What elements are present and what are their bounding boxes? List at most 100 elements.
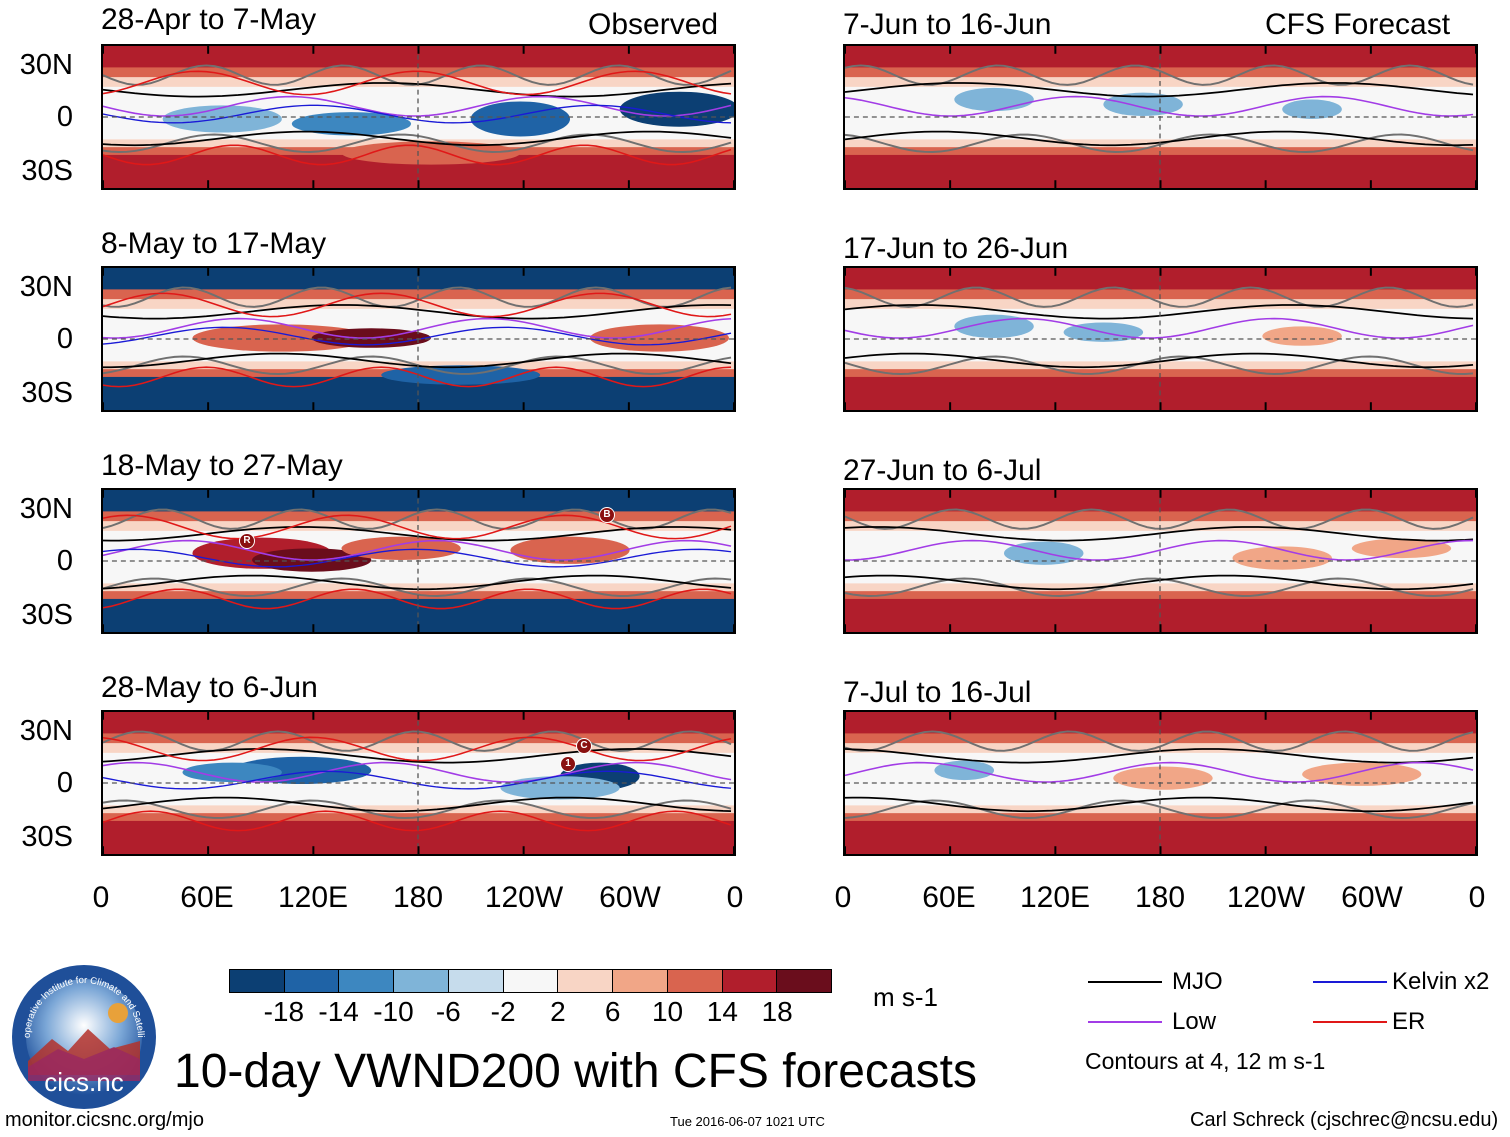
colorbar-tick-label: 18 bbox=[761, 996, 793, 1027]
coastline bbox=[103, 286, 732, 308]
colorbar-tick-label: -10 bbox=[373, 996, 414, 1027]
colorbar-tick-label: 10 bbox=[651, 996, 684, 1027]
coastline bbox=[103, 577, 732, 597]
mjo-contour bbox=[103, 748, 732, 764]
legend-contour-note: Contours at 4, 12 m s-1 bbox=[1085, 1048, 1326, 1074]
logo-text: cics.nc bbox=[44, 1067, 123, 1097]
er-contour bbox=[103, 144, 732, 166]
map-panel-observed-1 bbox=[101, 44, 736, 190]
footer-url[interactable]: monitor.cicsnc.org/mjo bbox=[5, 1109, 204, 1131]
panel-title-obs-2: 8-May to 17-May bbox=[101, 227, 327, 260]
mjo-contour bbox=[103, 574, 732, 591]
er-contour bbox=[103, 514, 732, 540]
mjo-contour bbox=[103, 130, 732, 147]
panel-title-obs-4: 28-May to 6-Jun bbox=[101, 671, 318, 704]
map-field bbox=[845, 490, 1476, 632]
lat-label-eq: 0 bbox=[56, 767, 73, 799]
mjo-contour bbox=[103, 82, 732, 98]
legend-er-label: ER bbox=[1392, 1008, 1426, 1035]
main-title: 10-day VWND200 with CFS forecasts bbox=[174, 1045, 977, 1098]
panel-title-fcst-1: 7-Jun to 16-Jun bbox=[843, 8, 1052, 41]
event-marker: B bbox=[599, 507, 615, 523]
lat-label-30s: 30S bbox=[21, 599, 73, 631]
legend-low-line bbox=[1088, 1021, 1162, 1023]
colorbar-swatch bbox=[393, 970, 448, 992]
event-marker: 1 bbox=[560, 756, 576, 772]
cicsnc-logo: cics.nc Cooperative Institute for Climat… bbox=[7, 955, 158, 1111]
lon-label-120e: 120E bbox=[1019, 881, 1091, 914]
coastline bbox=[103, 133, 732, 153]
mjo-contour bbox=[845, 130, 1474, 147]
mjo-contour bbox=[845, 796, 1474, 813]
colorbar-tick-label: 6 bbox=[604, 996, 621, 1027]
event-marker: R bbox=[239, 533, 255, 549]
lon-label-0: 0 bbox=[834, 881, 852, 914]
lon-label-60e: 60E bbox=[180, 881, 234, 914]
er-contour bbox=[103, 366, 732, 388]
legend-er-line bbox=[1313, 1021, 1387, 1023]
lat-label-30s: 30S bbox=[21, 377, 73, 409]
colorbar-tick-label: -14 bbox=[318, 996, 359, 1027]
er-contour bbox=[103, 810, 732, 832]
colorbar-tick-label: 2 bbox=[550, 996, 566, 1027]
lat-label-30n: 30N bbox=[19, 715, 73, 747]
coastline bbox=[845, 508, 1474, 530]
map-field bbox=[103, 712, 734, 854]
coastline bbox=[845, 64, 1474, 86]
mjo-contour bbox=[103, 352, 732, 369]
coastline bbox=[103, 799, 732, 819]
lon-label-120w: 120W bbox=[1226, 881, 1306, 914]
low-contour bbox=[845, 317, 1474, 339]
mjo-contour bbox=[845, 352, 1474, 369]
lon-label-120w: 120W bbox=[484, 881, 564, 914]
map-field bbox=[845, 712, 1476, 854]
legend-kelvin-line bbox=[1313, 981, 1387, 983]
legend-mjo-label: MJO bbox=[1172, 968, 1223, 995]
coastline bbox=[845, 799, 1474, 819]
legend-kelvin-label: Kelvin x2 bbox=[1392, 968, 1490, 995]
mjo-contour bbox=[845, 574, 1474, 591]
lon-label-60w: 60W bbox=[599, 881, 661, 914]
lon-label-0: 0 bbox=[92, 881, 110, 914]
map-panel-forecast-1 bbox=[843, 44, 1478, 190]
lat-label-30n: 30N bbox=[19, 271, 73, 303]
coastline bbox=[103, 508, 732, 530]
lat-label-30n: 30N bbox=[19, 49, 73, 81]
lon-label-180: 180 bbox=[392, 881, 444, 914]
lon-label-60w: 60W bbox=[1341, 881, 1403, 914]
coastline bbox=[845, 286, 1474, 308]
observed-column-header: Observed bbox=[588, 8, 719, 41]
colorbar-unit: m s-1 bbox=[873, 982, 938, 1012]
er-contour bbox=[103, 736, 732, 762]
forecast-column-header: CFS Forecast bbox=[1265, 8, 1451, 41]
low-contour bbox=[845, 95, 1474, 117]
er-contour bbox=[103, 292, 732, 318]
footer-timestamp: Tue 2016-06-07 1021 UTC bbox=[670, 1114, 825, 1129]
coastline bbox=[845, 730, 1474, 752]
lon-label-360: 0 bbox=[1468, 881, 1486, 914]
map-field bbox=[103, 46, 734, 188]
map-field bbox=[845, 268, 1476, 410]
map-field bbox=[845, 46, 1476, 188]
legend-low-label: Low bbox=[1172, 1008, 1217, 1035]
map-panel-forecast-3 bbox=[843, 488, 1478, 634]
lat-label-30s: 30S bbox=[21, 821, 73, 853]
colorbar-swatch bbox=[230, 970, 284, 992]
colorbar-tick-label: -6 bbox=[435, 996, 461, 1027]
colorbar-tick-label: 14 bbox=[706, 996, 738, 1027]
lon-label-360: 0 bbox=[726, 881, 744, 914]
panel-title-obs-3: 18-May to 27-May bbox=[101, 449, 343, 482]
legend-mjo-line bbox=[1088, 981, 1162, 983]
panel-title-fcst-3: 27-Jun to 6-Jul bbox=[843, 454, 1042, 487]
panel-title-fcst-4: 7-Jul to 16-Jul bbox=[843, 676, 1032, 709]
lat-label-30n: 30N bbox=[19, 493, 73, 525]
map-panel-observed-2 bbox=[101, 266, 736, 412]
footer-credit: Carl Schreck (cjschrec@ncsu.edu) bbox=[1190, 1109, 1499, 1131]
colorbar-swatch bbox=[502, 970, 558, 992]
colorbar-swatch bbox=[721, 970, 777, 992]
kelvin-contour bbox=[103, 770, 732, 790]
er-contour bbox=[103, 588, 732, 610]
mjo-contour bbox=[103, 304, 732, 320]
kelvin-contour bbox=[103, 548, 732, 568]
